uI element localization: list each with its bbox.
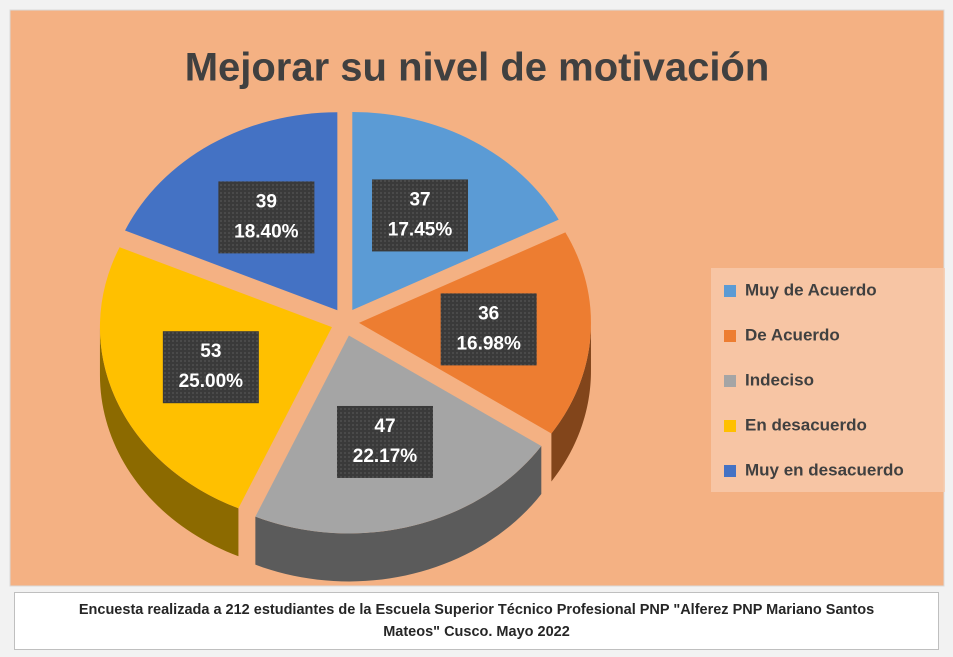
data-label-value: 53 [200,341,221,362]
legend-label: En desacuerdo [745,415,867,434]
data-label-percent: 25.00% [179,371,244,392]
legend-label: De Acuerdo [745,325,840,344]
data-label-box [336,405,433,478]
chart-title: Mejorar su nivel de motivación [185,46,770,90]
data-label-value: 36 [478,303,499,324]
slice-side [99,327,239,557]
legend-swatch [724,330,736,342]
slice-side [255,446,542,582]
data-label-box [372,179,469,252]
data-label-box [162,331,259,404]
legend-swatch [724,285,736,297]
legend-label: Indeciso [745,370,814,389]
legend-swatch [724,420,736,432]
data-label-percent: 17.45% [388,219,453,240]
footnote: Encuesta realizada a 212 estudiantes de … [14,592,939,650]
chart: Mejorar su nivel de motivación 3717.45%3… [9,9,945,587]
data-label-percent: 18.40% [234,221,299,242]
data-label-percent: 16.98% [456,333,521,354]
slice-side [551,322,591,482]
data-label-percent: 22.17% [353,446,418,467]
legend-label: Muy de Acuerdo [745,280,877,299]
legend-box [711,268,945,492]
data-label-box [218,181,315,254]
data-label-value: 47 [374,416,395,437]
data-label-value: 37 [409,189,430,210]
pie-sides [99,322,591,582]
legend-swatch [724,375,736,387]
legend-swatch [724,465,736,477]
data-label-value: 39 [256,191,277,212]
legend-label: Muy en desacuerdo [745,460,904,479]
data-label-box [440,293,537,366]
data-labels: 37 17.45% 36 16.98% 47 22.17% 53 25.00% 39 18.40% [162,179,537,478]
